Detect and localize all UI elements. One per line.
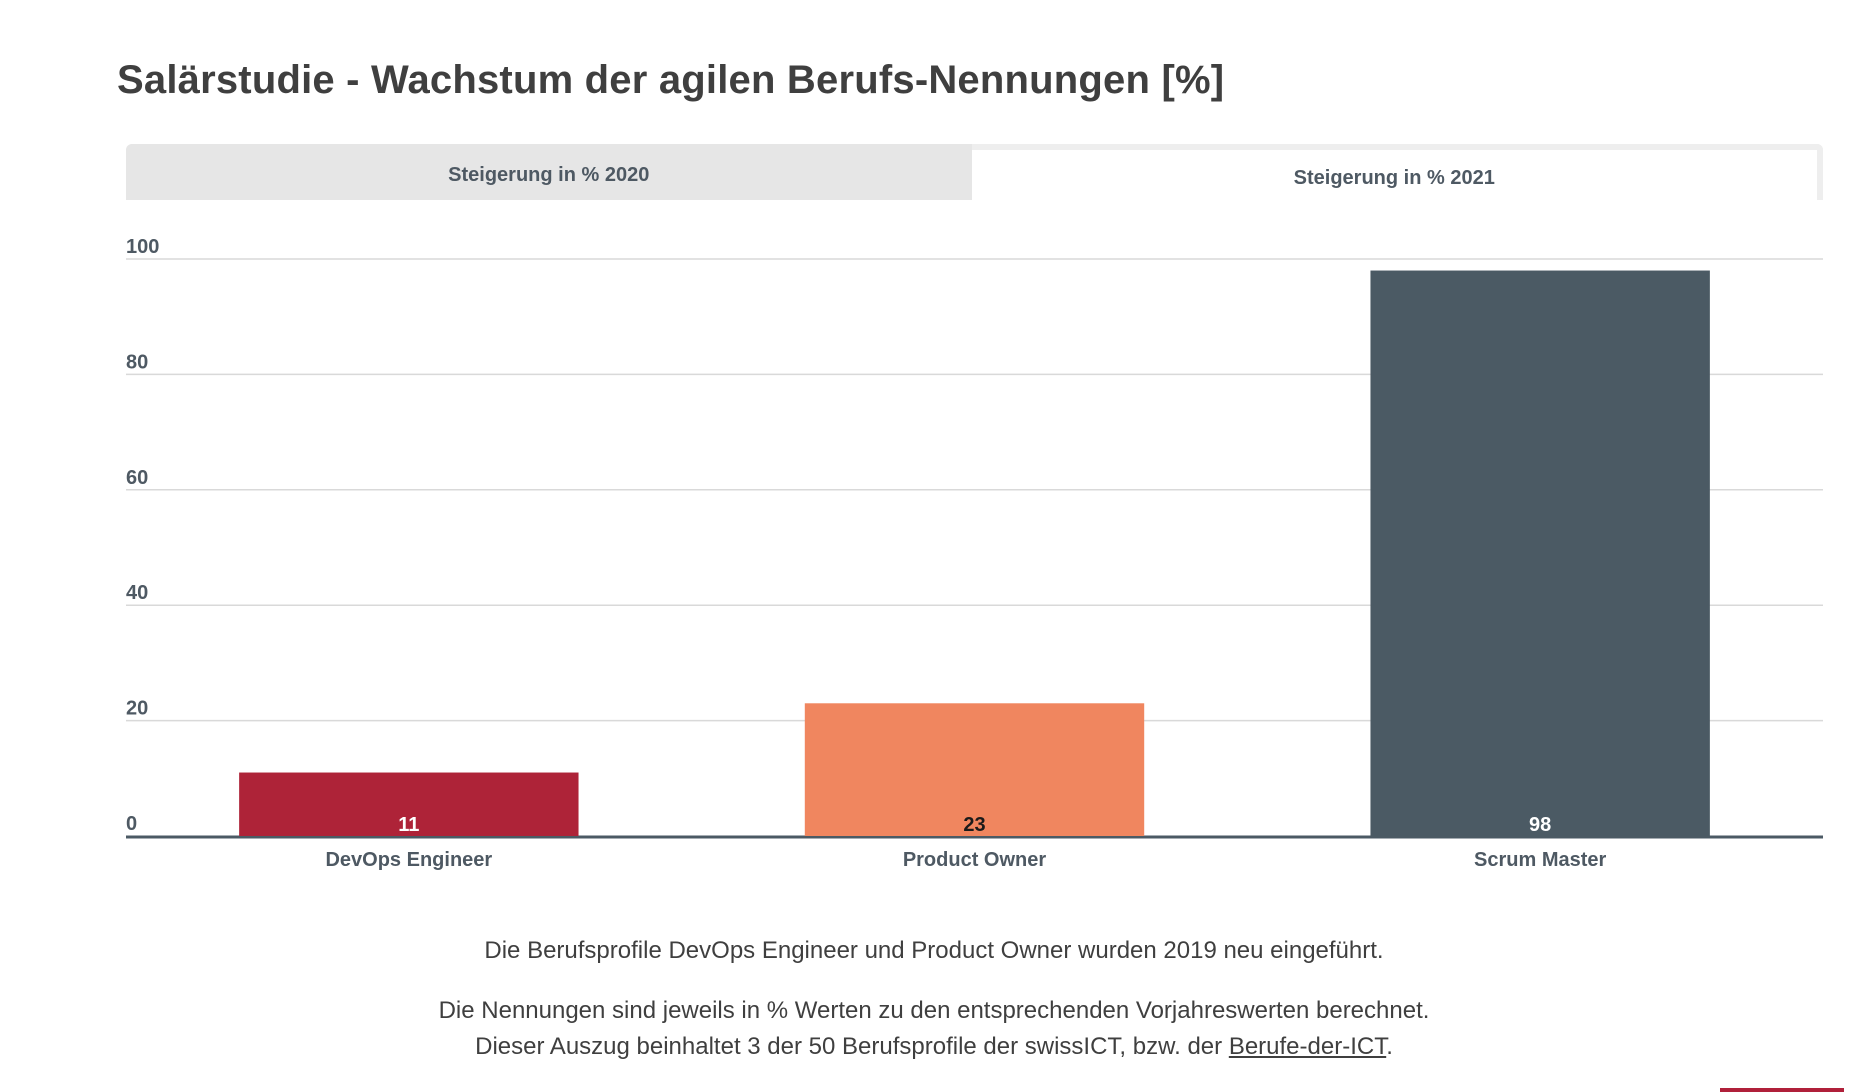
data-label: 98 <box>1529 814 1551 836</box>
note-calculation-text: Die Nennungen sind jeweils in % Werten z… <box>438 997 1430 1024</box>
y-tick-label: 60 <box>126 467 148 489</box>
note-excerpt-suffix: . <box>1386 1033 1393 1060</box>
page-title: Salärstudie - Wachstum der agilen Berufs… <box>117 58 1225 102</box>
y-tick-label: 20 <box>126 698 148 720</box>
note-excerpt-prefix: Dieser Auszug beinhaltet 3 der 50 Berufs… <box>475 1033 1229 1060</box>
berufe-der-ict-link[interactable]: Berufe-der-ICT <box>1228 1033 1387 1060</box>
y-tick-label: 80 <box>126 351 148 373</box>
note-calculation: Die Nennungen sind jeweils in % Werten z… <box>0 993 1868 1065</box>
tab-2021[interactable]: Steigerung in % 2021 <box>971 144 1823 200</box>
y-tick-label: 100 <box>126 236 159 258</box>
bar-chart: 0 20 40 60 80 100 11 DevOps Engineer 23 Product … <box>126 236 1823 871</box>
tab-bar: Steigerung in % 2020 Steigerung in % 202… <box>126 144 1823 200</box>
bar-product-owner <box>804 703 1145 836</box>
x-tick-label: Product Owner <box>903 849 1047 871</box>
x-tick-label: Scrum Master <box>1474 849 1606 871</box>
y-tick-label: 40 <box>126 582 148 604</box>
labels-layer: 11 DevOps Engineer 23 Product Owner 98 Scrum … <box>325 814 1606 871</box>
bar-devops-engineer <box>239 772 579 836</box>
data-label: 23 <box>963 814 985 836</box>
x-tick-label: DevOps Engineer <box>325 849 492 871</box>
data-label: 11 <box>398 814 419 836</box>
note-new-profiles: Die Berufsprofile DevOps Engineer und Pr… <box>484 937 1384 964</box>
bar-scrum-master <box>1370 270 1710 836</box>
tab-2020[interactable]: Steigerung in % 2020 <box>126 144 972 200</box>
corner-accent <box>1720 1088 1844 1092</box>
bars-layer <box>239 270 1710 836</box>
grid-layer: 0 20 40 60 80 100 <box>126 236 1823 839</box>
y-tick-label: 0 <box>126 813 137 835</box>
